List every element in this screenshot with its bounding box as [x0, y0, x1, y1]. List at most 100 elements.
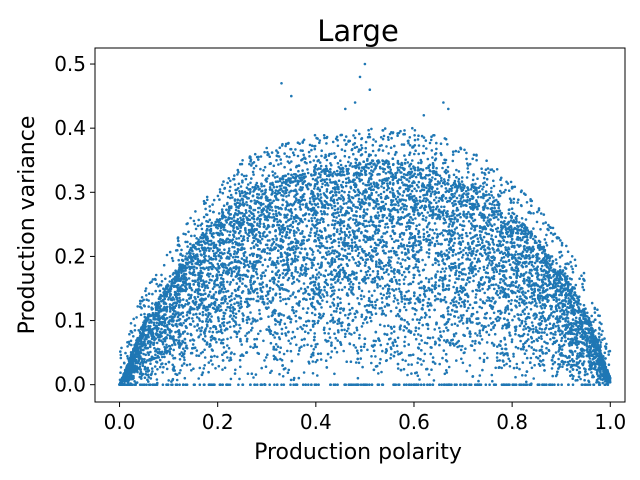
data-point [343, 285, 347, 289]
data-point [328, 336, 332, 339]
data-point [195, 354, 198, 357]
data-point [421, 268, 425, 272]
data-point [376, 272, 380, 276]
data-point [214, 290, 218, 294]
data-point [287, 368, 291, 372]
data-point [443, 270, 446, 273]
data-point [355, 214, 358, 218]
data-point [438, 362, 442, 366]
data-point [464, 273, 467, 276]
data-point [330, 283, 333, 286]
data-point [343, 190, 346, 194]
data-point [356, 254, 360, 257]
data-point [433, 232, 436, 235]
data-point [433, 328, 437, 331]
data-point [511, 211, 514, 215]
data-point [418, 199, 422, 202]
data-point [416, 208, 419, 212]
data-point [500, 224, 503, 227]
data-point [295, 343, 298, 347]
data-point [281, 203, 284, 207]
data-point [453, 322, 457, 326]
data-point [152, 343, 155, 347]
data-point [490, 276, 494, 279]
chart-title: Large [317, 14, 399, 48]
data-point [497, 262, 501, 265]
data-point [386, 226, 390, 229]
data-point [416, 232, 420, 236]
data-point [540, 328, 544, 331]
data-point [372, 339, 376, 343]
data-point [420, 363, 423, 366]
data-point [573, 363, 576, 367]
data-point [461, 256, 464, 259]
data-point [248, 192, 251, 195]
data-point [357, 167, 361, 170]
data-point [530, 263, 534, 267]
data-point [190, 369, 193, 372]
data-point [510, 338, 514, 341]
data-point [441, 234, 445, 237]
data-point [238, 279, 242, 283]
data-point [365, 273, 369, 277]
data-point [478, 329, 482, 333]
data-point [235, 323, 238, 326]
data-point [309, 297, 312, 301]
data-point [180, 364, 184, 367]
data-point [497, 218, 500, 221]
data-point [495, 356, 499, 359]
data-point [455, 300, 458, 303]
data-point [307, 331, 310, 335]
data-point [358, 281, 361, 285]
data-point [299, 316, 303, 320]
data-point [493, 287, 496, 291]
data-point [461, 361, 465, 365]
data-point [488, 202, 492, 205]
data-point [385, 296, 389, 299]
data-point [274, 189, 278, 192]
data-point [338, 167, 342, 170]
data-point [297, 352, 300, 356]
data-point [431, 356, 435, 359]
data-point [244, 209, 248, 212]
data-point [303, 198, 307, 202]
data-point [149, 362, 152, 366]
data-point [477, 195, 480, 199]
data-point [461, 268, 464, 271]
data-point [185, 252, 189, 255]
data-point [527, 312, 530, 316]
data-point [340, 189, 344, 193]
data-point [133, 380, 136, 383]
data-point [422, 228, 425, 231]
data-point [316, 262, 320, 266]
data-point [422, 359, 425, 363]
data-point [490, 299, 493, 303]
data-point [507, 312, 511, 316]
data-point [479, 334, 482, 338]
data-point [338, 232, 342, 236]
data-point [339, 311, 342, 315]
data-point [490, 283, 493, 287]
data-point [235, 335, 239, 339]
data-point [234, 312, 238, 316]
data-point [362, 234, 366, 237]
data-point [464, 246, 467, 250]
data-point [485, 266, 489, 270]
data-point [407, 270, 411, 274]
data-point [293, 257, 297, 260]
data-point [416, 374, 420, 378]
data-point [458, 223, 462, 226]
data-point [154, 353, 157, 357]
data-point [138, 368, 142, 371]
data-point [221, 368, 224, 371]
data-point [268, 300, 271, 303]
data-point [459, 348, 463, 352]
data-point [249, 247, 253, 250]
data-point [547, 349, 551, 353]
data-point [287, 236, 291, 240]
data-point [419, 334, 423, 338]
data-point [344, 332, 347, 336]
data-point [222, 317, 226, 321]
data-point [548, 259, 551, 263]
data-point [402, 198, 406, 202]
